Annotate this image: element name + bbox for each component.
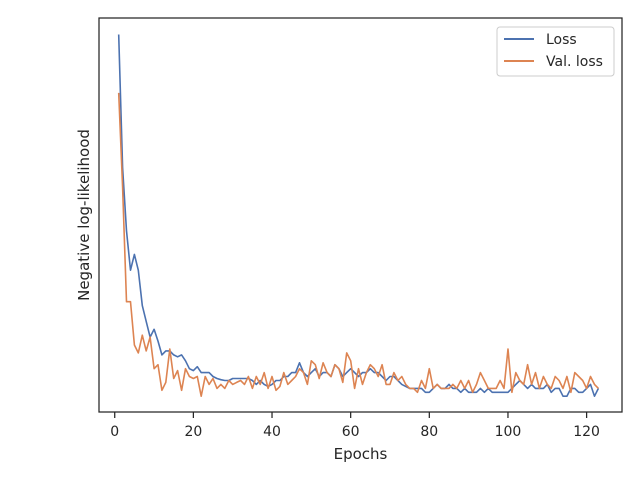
series-line-val-loss — [117, 92, 599, 398]
plot-frame — [98, 17, 623, 413]
x-axis-title: Epochs — [334, 445, 388, 463]
x-tick-label: 100 — [495, 424, 522, 440]
x-tick-label: 20 — [184, 424, 202, 440]
y-axis-title: Negative log-likelihood — [75, 129, 93, 301]
series-line-loss — [117, 34, 600, 398]
legend-label-loss: Loss — [546, 32, 577, 48]
legend-label-val-loss: Val. loss — [546, 54, 603, 70]
x-tick-label: 120 — [573, 424, 600, 440]
x-tick-label: 0 — [110, 424, 119, 440]
x-tick-label: 40 — [263, 424, 281, 440]
legend: Loss Val. loss — [496, 26, 615, 77]
plot-area — [98, 17, 623, 413]
x-tick-label: 60 — [342, 424, 360, 440]
x-tick-label: 80 — [420, 424, 438, 440]
series-layer — [117, 34, 600, 398]
x-axis: 0 20 40 60 80 100 120 — [110, 412, 600, 440]
